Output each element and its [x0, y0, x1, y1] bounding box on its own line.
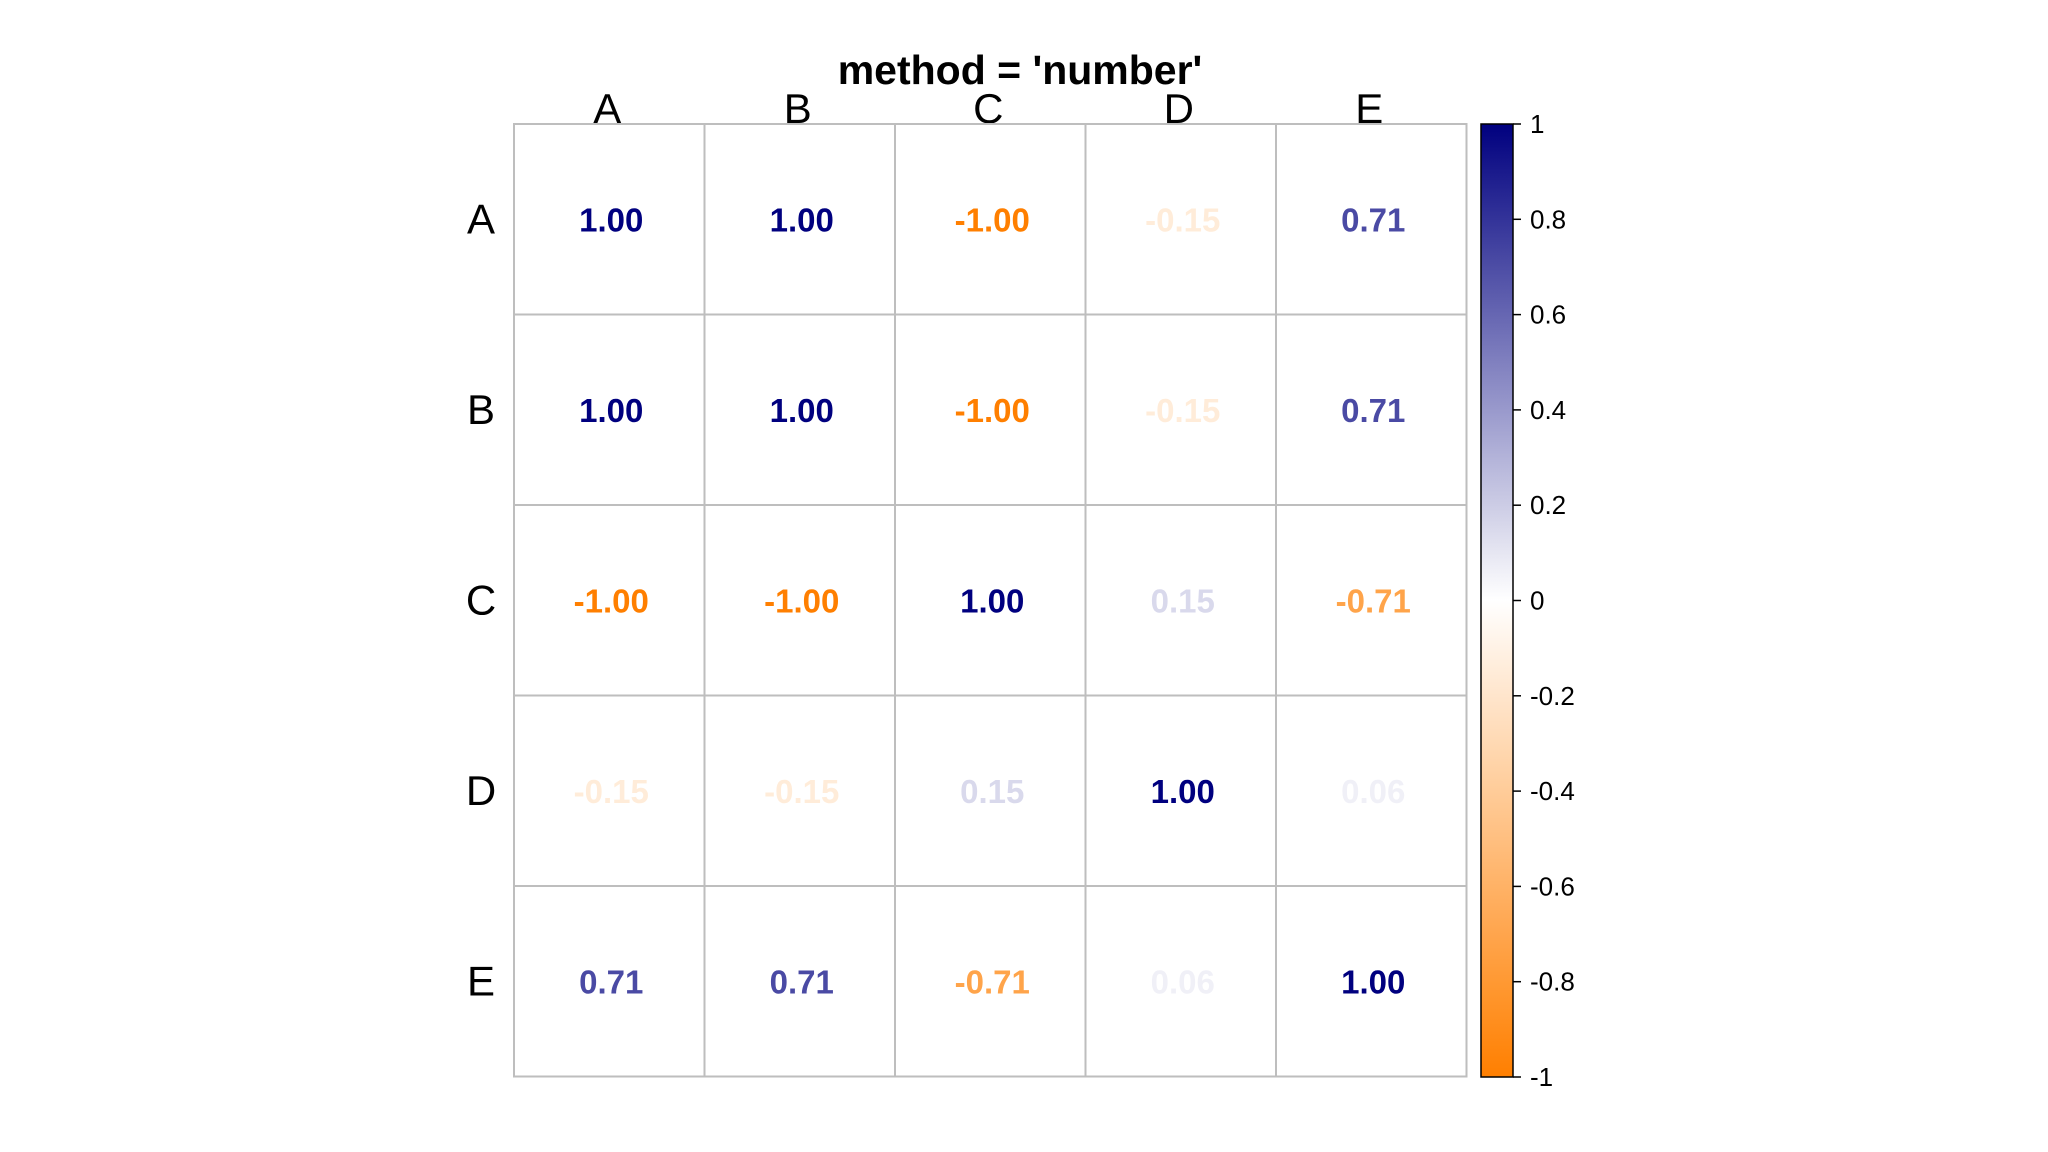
- legend-tick-label: -0.6: [1530, 871, 1575, 901]
- cell-value-b-d: -0.15: [1145, 392, 1220, 429]
- legend-tick-label: 0.2: [1530, 490, 1566, 520]
- cell-value-a-b: 1.00: [770, 201, 834, 238]
- cell-value-b-a: 1.00: [579, 392, 643, 429]
- grid-cell-c-b: [703, 504, 896, 697]
- grid-cell-e-a: [513, 885, 706, 1078]
- grid-cell-c-e: [1275, 504, 1468, 697]
- cell-value-c-d: 0.15: [1151, 582, 1215, 619]
- legend-tick-label: 0.8: [1530, 204, 1566, 234]
- legend-tick-label: 0: [1530, 586, 1544, 616]
- grid-cell-b-a: [513, 313, 706, 506]
- cell-value-e-b: 0.71: [770, 963, 834, 1000]
- cell-value-e-c: -0.71: [955, 963, 1030, 1000]
- grid-cell-b-d: [1084, 313, 1277, 506]
- legend-tick-label: -1: [1530, 1062, 1553, 1092]
- legend-tick-label: 1: [1530, 109, 1544, 139]
- legend-tick-label: 0.6: [1530, 300, 1566, 330]
- grid-cell-a-c: [894, 123, 1087, 316]
- cell-value-e-d: 0.06: [1151, 963, 1215, 1000]
- grid-cell-c-a: [513, 504, 706, 697]
- matrix-grid: [513, 123, 1468, 1078]
- grid-cell-d-b: [703, 694, 896, 887]
- grid-cell-b-c: [894, 313, 1087, 506]
- cell-value-c-e: -0.71: [1336, 582, 1411, 619]
- grid-cell-b-e: [1275, 313, 1468, 506]
- cell-value-c-a: -1.00: [574, 582, 649, 619]
- legend-tick-label: -0.8: [1530, 967, 1575, 997]
- row-label-d: D: [466, 767, 496, 814]
- cell-value-b-b: 1.00: [770, 392, 834, 429]
- chart-title: method = 'number': [838, 47, 1203, 93]
- grid-cell-c-d: [1084, 504, 1277, 697]
- legend-tick-label: 0.4: [1530, 395, 1566, 425]
- row-labels: A B C D E: [466, 195, 496, 1004]
- cell-value-d-d: 1.00: [1151, 773, 1215, 810]
- cell-value-e-a: 0.71: [579, 963, 643, 1000]
- cell-value-a-e: 0.71: [1341, 201, 1405, 238]
- color-legend: 1 0.8 0.6 0.4 0.2 0 -0.2 -0.4 -0.6 -0.8 -1: [1480, 109, 1575, 1092]
- grid-cell-c-c: [894, 504, 1087, 697]
- grid-cell-e-c: [894, 885, 1087, 1078]
- grid-cell-b-b: [703, 313, 896, 506]
- row-label-b: B: [467, 386, 495, 433]
- legend-tick-label: -0.4: [1530, 776, 1575, 806]
- cell-value-e-e: 1.00: [1341, 963, 1405, 1000]
- grid-cell-d-c: [894, 694, 1087, 887]
- cell-value-a-a: 1.00: [579, 201, 643, 238]
- grid-cell-a-d: [1084, 123, 1277, 316]
- cell-value-d-a: -0.15: [574, 773, 649, 810]
- row-label-c: C: [466, 576, 496, 623]
- cell-values: 1.00 1.00 -1.00 -0.15 0.71 1.00 1.00 -1.00 -0.15…: [574, 201, 1411, 1000]
- cell-value-c-b: -1.00: [764, 582, 839, 619]
- legend-tick-label: -0.2: [1530, 681, 1575, 711]
- grid-cell-e-d: [1084, 885, 1277, 1078]
- grid-cell-d-d: [1084, 694, 1277, 887]
- cell-value-d-b: -0.15: [764, 773, 839, 810]
- row-label-e: E: [467, 957, 495, 1004]
- cell-value-d-e: 0.06: [1341, 773, 1405, 810]
- cell-value-d-c: 0.15: [960, 773, 1024, 810]
- cell-value-b-c: -1.00: [955, 392, 1030, 429]
- legend-color-bar: [1480, 123, 1514, 1078]
- cell-value-a-d: -0.15: [1145, 201, 1220, 238]
- grid-cell-a-a: [513, 123, 706, 316]
- row-label-a: A: [467, 195, 495, 242]
- cell-value-c-c: 1.00: [960, 582, 1024, 619]
- grid-cell-e-e: [1275, 885, 1468, 1078]
- cell-value-a-c: -1.00: [955, 201, 1030, 238]
- cell-value-b-e: 0.71: [1341, 392, 1405, 429]
- grid-cell-d-e: [1275, 694, 1468, 887]
